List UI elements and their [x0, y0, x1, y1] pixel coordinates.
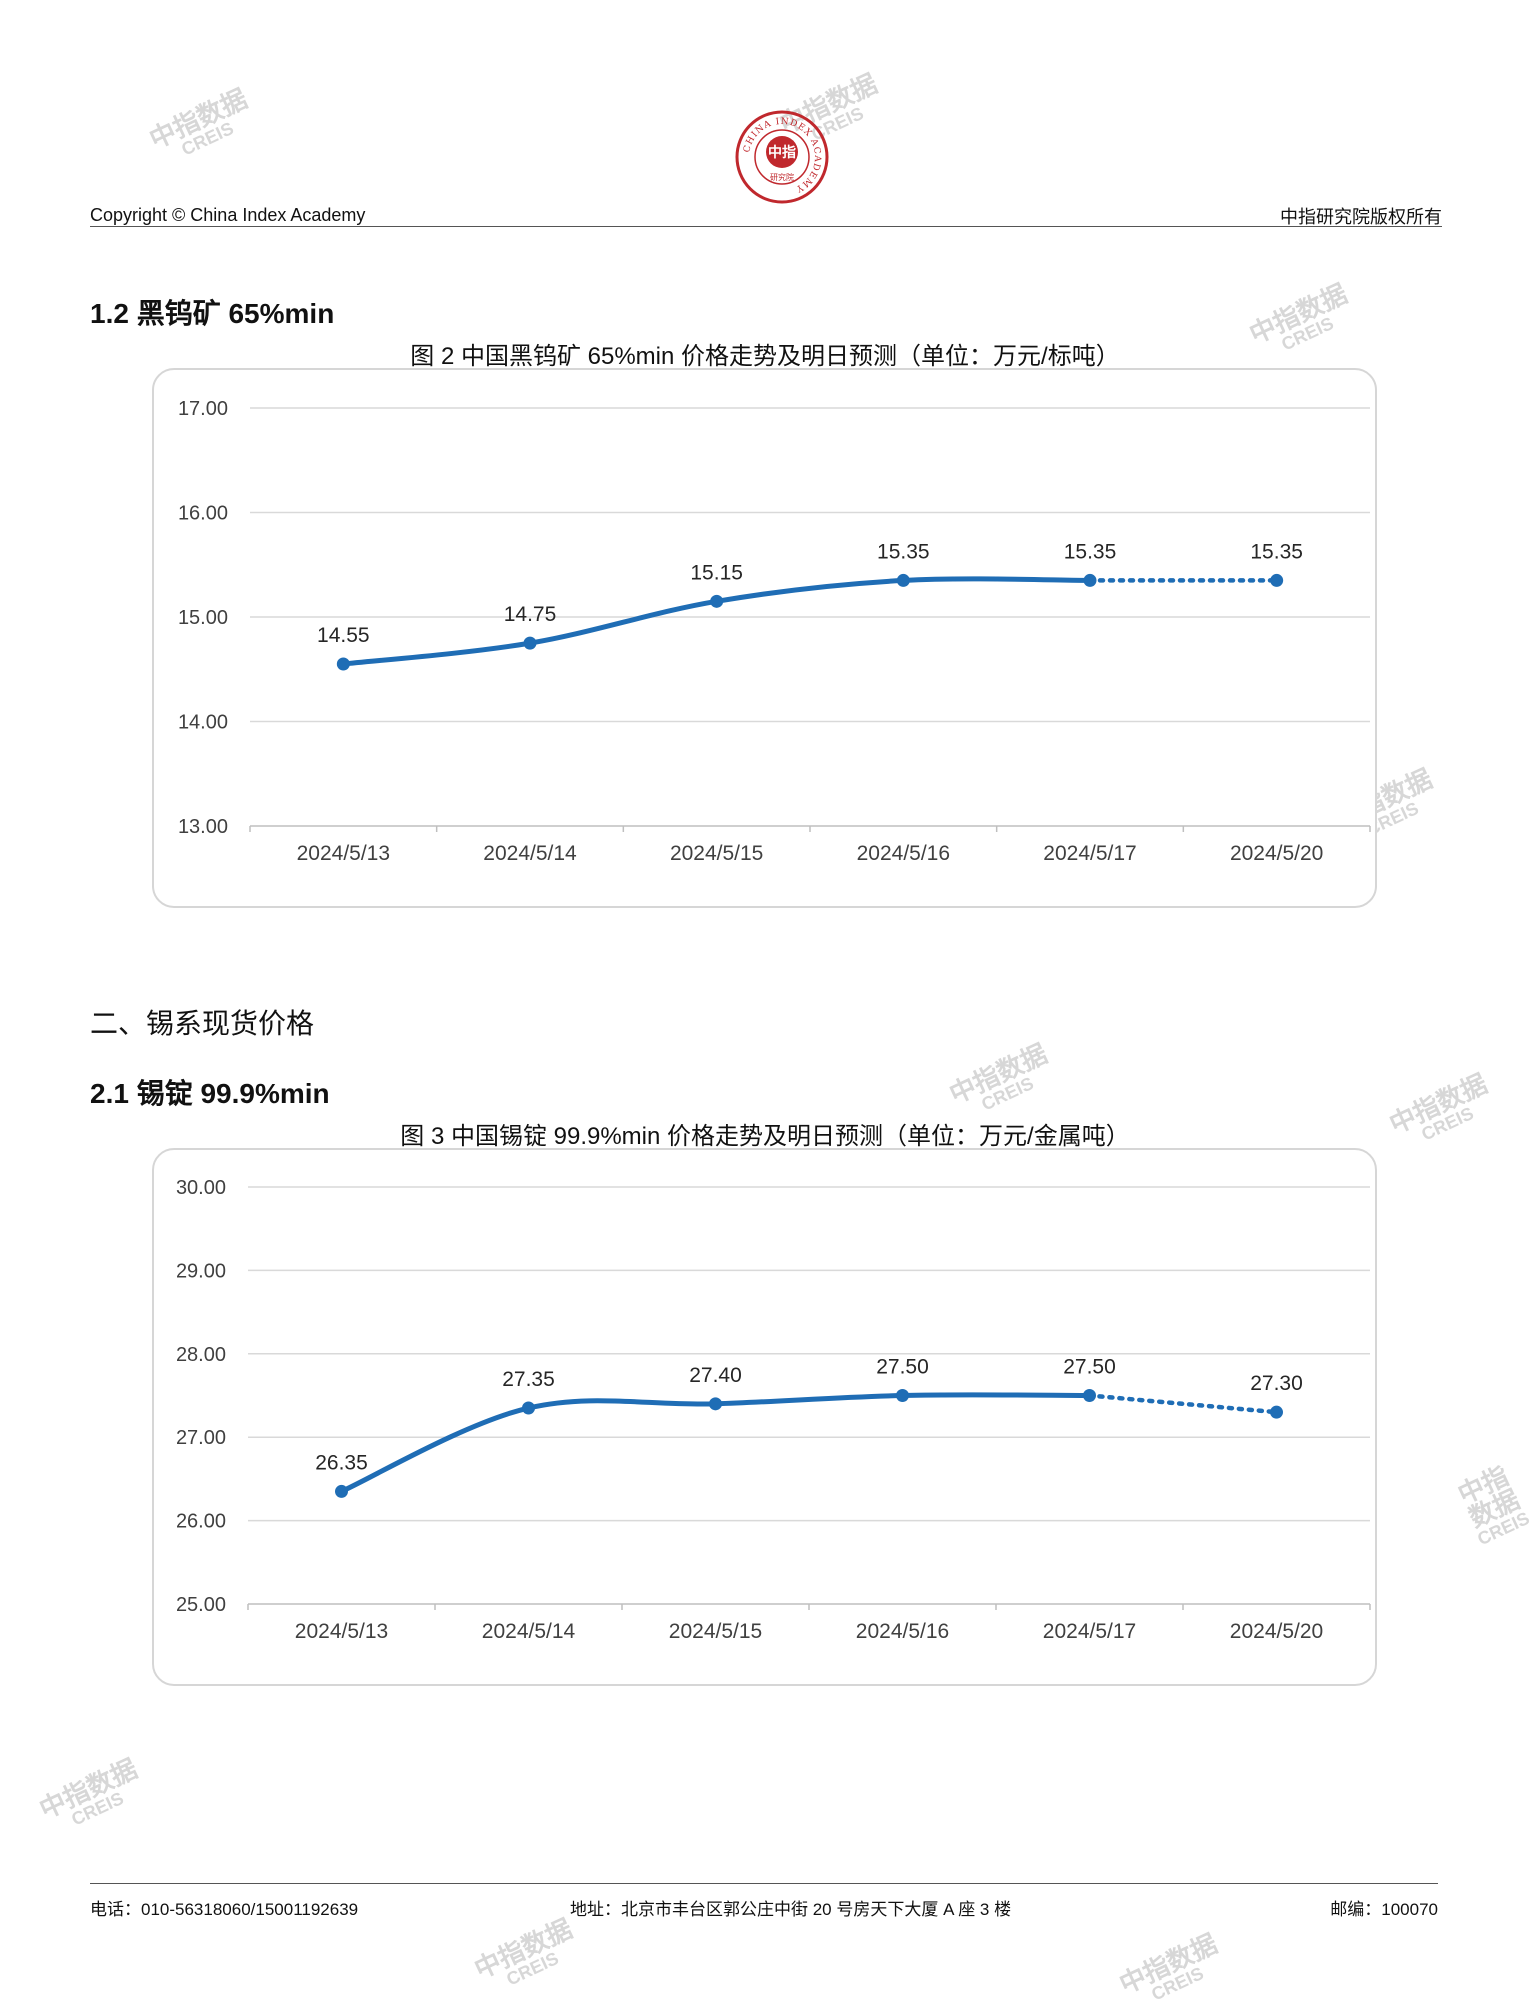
footer-address: 地址：北京市丰台区郭公庄中街 20 号房天下大厦 A 座 3 楼: [570, 1900, 1012, 1919]
data-label: 14.75: [504, 603, 557, 626]
chart-frame-tin: 25.00 26.00 27.00 28.00 29.00 30.00 2024/5/13 2…: [152, 1148, 1377, 1686]
copyright-text: Copyright © China Index Academy: [90, 205, 366, 225]
x-tick-label: 2024/5/20: [1230, 1620, 1323, 1643]
data-label: 26.35: [315, 1451, 368, 1474]
rights-text: 中指研究院版权所有: [1280, 207, 1442, 228]
y-tick-label: 14.00: [178, 712, 228, 734]
x-tick-label: 2024/5/16: [856, 1620, 949, 1643]
header-divider: [90, 226, 1442, 227]
data-label: 14.55: [317, 624, 370, 647]
y-tick-label: 30.00: [176, 1177, 226, 1199]
data-label: 15.35: [877, 540, 930, 563]
data-point: [1270, 573, 1284, 587]
data-point: [523, 636, 537, 650]
section-title-tungsten: 1.2 黑钨矿 65%min: [90, 298, 335, 329]
data-label: 27.30: [1250, 1372, 1303, 1395]
x-tick-label: 2024/5/17: [1043, 842, 1136, 865]
academy-logo: CHINA INDEX ACADEMY 中指 研究院: [735, 110, 829, 204]
data-label: 15.35: [1064, 540, 1117, 563]
x-tick-label: 2024/5/13: [295, 1620, 388, 1643]
x-tick-label: 2024/5/14: [483, 842, 577, 865]
x-tick-label: 2024/5/17: [1043, 1620, 1136, 1643]
data-label: 27.35: [502, 1368, 555, 1391]
data-label: 27.50: [876, 1356, 929, 1379]
data-point: [709, 1397, 722, 1411]
y-tick-label: 13.00: [178, 816, 228, 838]
data-label: 27.50: [1063, 1356, 1116, 1379]
svg-text:中指: 中指: [768, 144, 796, 161]
footer-postcode: 邮编：100070: [1330, 1900, 1438, 1919]
data-label: 15.15: [690, 561, 743, 584]
chart-tungsten: 13.00 14.00 15.00 16.00 17.00 2024/5/13 2024/5…: [178, 398, 1371, 865]
data-label: 15.35: [1250, 540, 1303, 563]
y-tick-label: 17.00: [178, 398, 228, 420]
data-point: [1083, 1389, 1096, 1402]
y-tick-label: 28.00: [176, 1344, 226, 1366]
data-point: [1270, 1405, 1283, 1419]
y-tick-label: 29.00: [176, 1260, 226, 1282]
data-point: [896, 1389, 909, 1402]
y-tick-label: 26.00: [176, 1511, 226, 1533]
x-tick-label: 2024/5/20: [1230, 842, 1323, 865]
forecast-line: [1087, 1393, 1279, 1415]
chart-frame-tungsten: 13.00 14.00 15.00 16.00 17.00 2024/5/13 2024/5…: [152, 368, 1377, 908]
svg-text:研究院: 研究院: [770, 172, 794, 182]
data-point: [896, 573, 910, 587]
data-point: [522, 1401, 535, 1415]
chart-tin: 25.00 26.00 27.00 28.00 29.00 30.00 2024/5/13 2…: [176, 1177, 1371, 1643]
chapter-title-tin: 二、锡系现货价格: [90, 1007, 315, 1040]
x-tick-label: 2024/5/16: [857, 842, 950, 865]
footer-divider: [90, 1883, 1438, 1884]
x-tick-label: 2024/5/15: [669, 1620, 762, 1643]
chart-title-tungsten: 图 2 中国黑钨矿 65%min 价格走势及明日预测（单位：万元/标吨）: [410, 343, 1120, 370]
data-point: [335, 1484, 348, 1498]
x-tick-label: 2024/5/13: [297, 842, 390, 865]
data-point: [336, 657, 350, 671]
x-tick-label: 2024/5/15: [670, 842, 763, 865]
chart-title-tin: 图 3 中国锡锭 99.9%min 价格走势及明日预测（单位：万元/金属吨）: [400, 1123, 1130, 1150]
y-tick-label: 27.00: [176, 1427, 226, 1449]
series-line: [340, 576, 1093, 667]
data-point: [710, 594, 724, 608]
data-label: 27.40: [689, 1364, 742, 1387]
y-tick-label: 15.00: [178, 607, 228, 629]
footer-phone: 电话：010-56318060/15001192639: [90, 1900, 359, 1919]
y-tick-label: 25.00: [176, 1594, 226, 1616]
x-tick-label: 2024/5/14: [482, 1620, 576, 1643]
section-title-tin-ingot: 2.1 锡锭 99.9%min: [90, 1078, 330, 1109]
data-point: [1083, 573, 1097, 587]
y-tick-label: 16.00: [178, 503, 228, 525]
